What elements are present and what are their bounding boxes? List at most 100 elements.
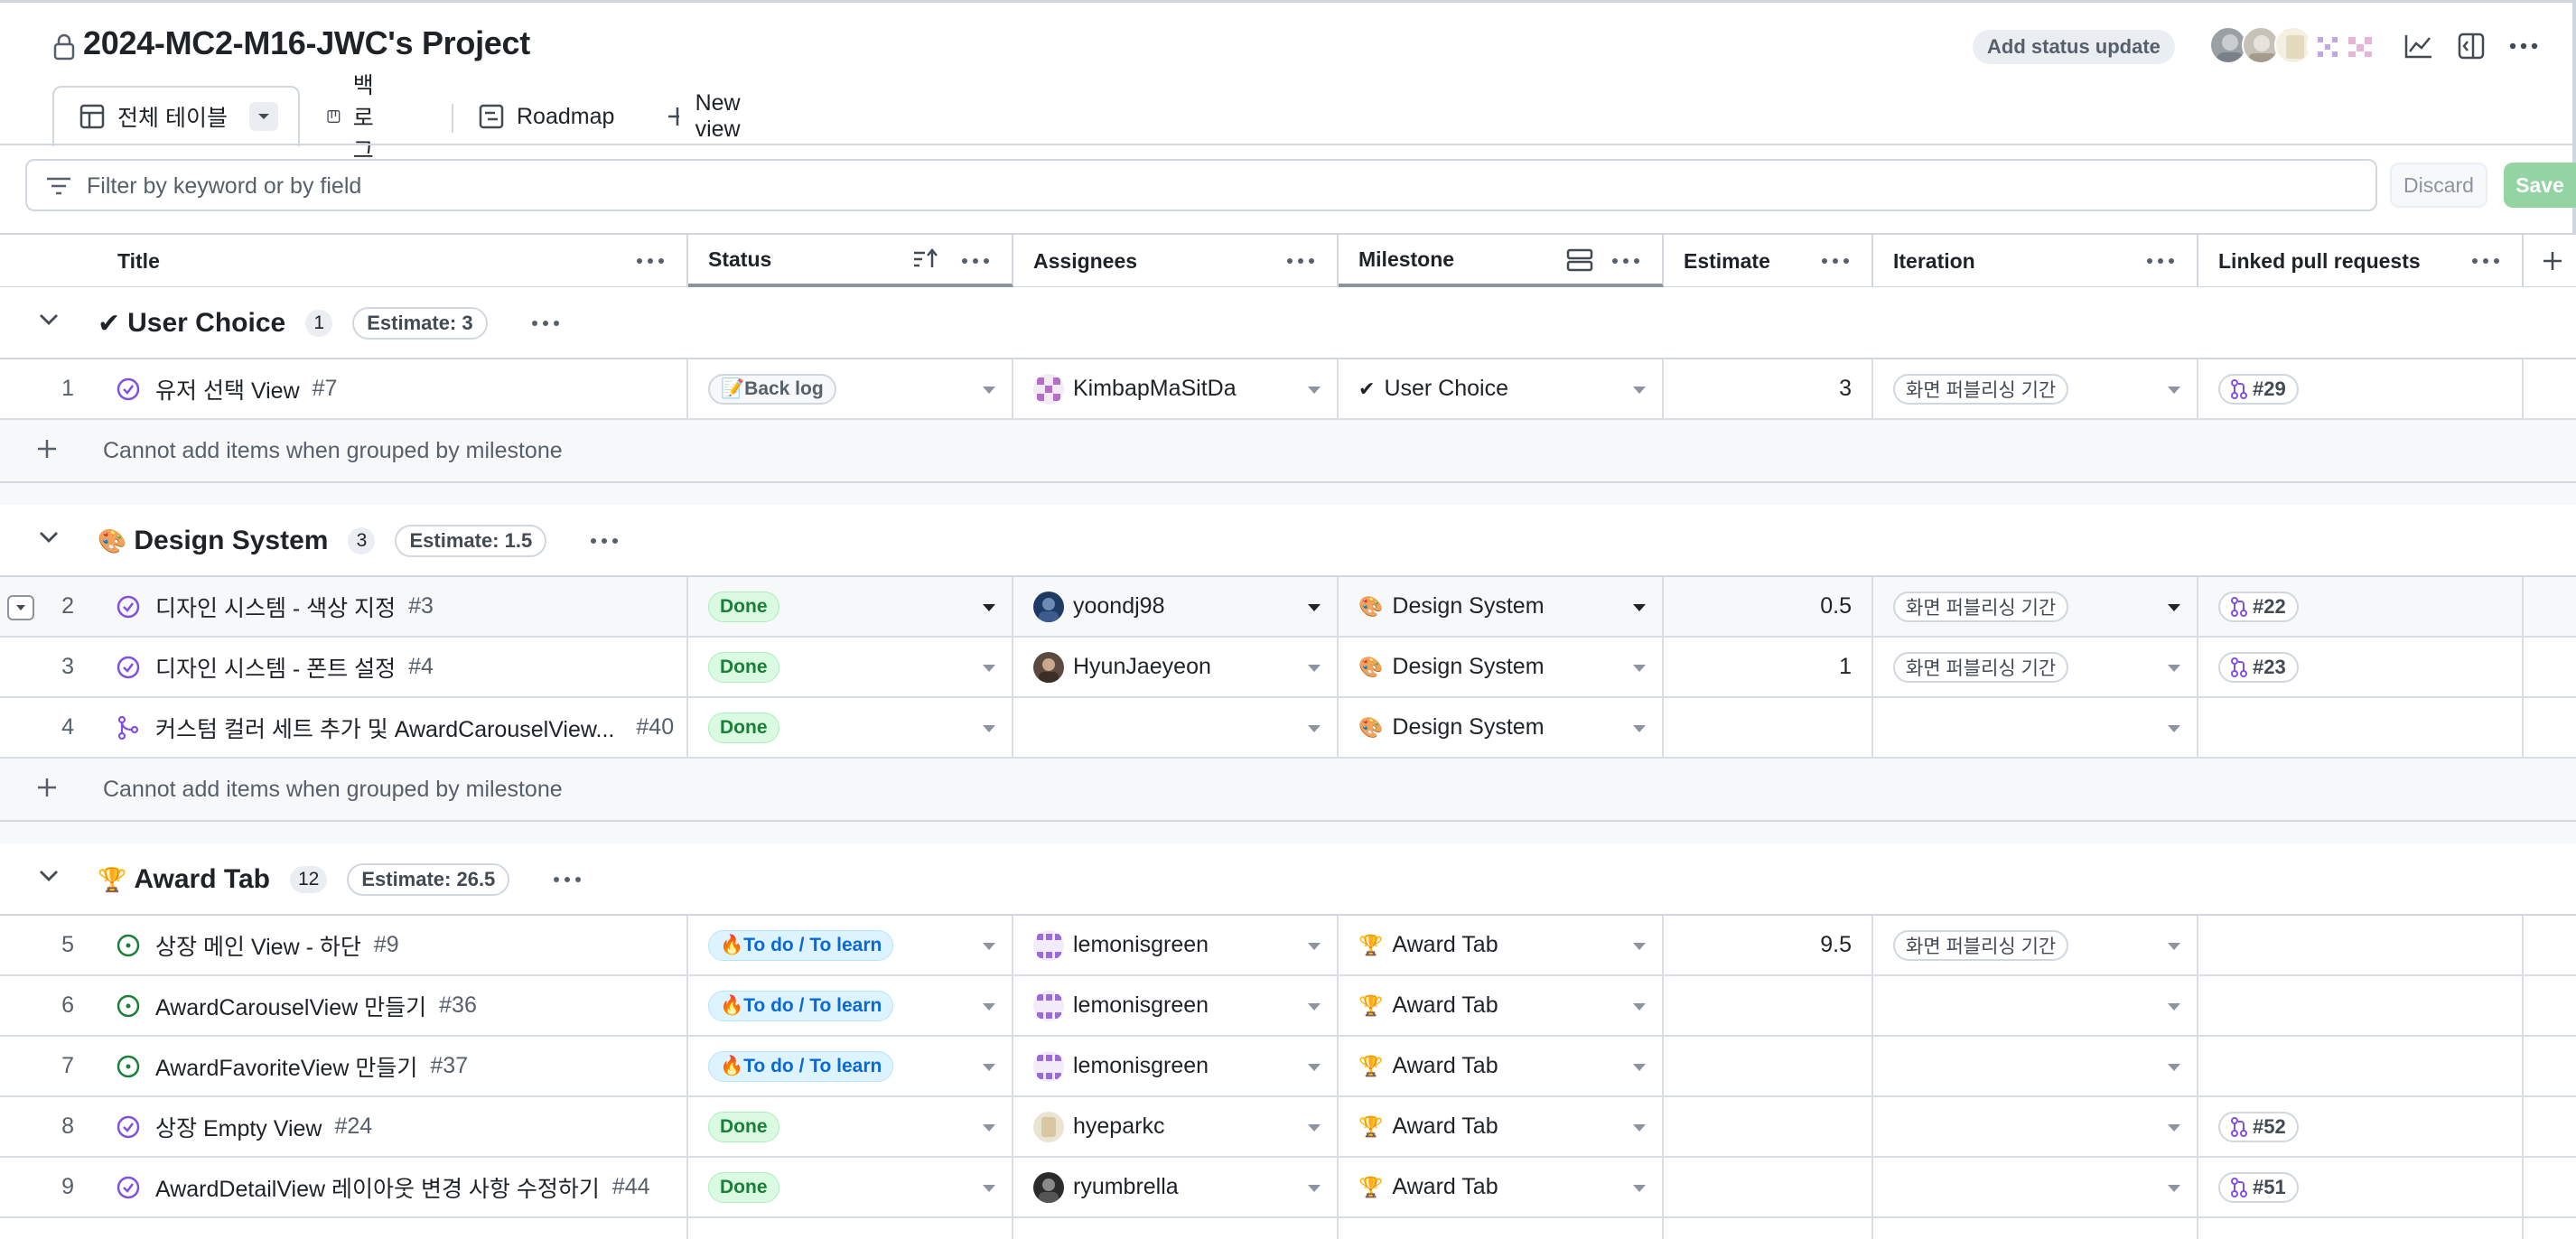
cell-iteration[interactable] — [1873, 1218, 2198, 1239]
caret-down-icon[interactable] — [2168, 1064, 2180, 1071]
caret-down-icon[interactable] — [1633, 1185, 1646, 1192]
group-menu-button[interactable] — [531, 320, 560, 327]
issue-title-link[interactable]: 상장 Empty View #24 — [155, 1097, 372, 1156]
caret-down-icon[interactable] — [983, 1064, 995, 1071]
table-row[interactable]: 8 상장 Empty View #24 Done hyeparkc 🏆 Award … — [0, 1097, 2576, 1158]
avatar[interactable] — [2242, 26, 2280, 64]
caret-down-icon[interactable] — [1633, 387, 1646, 394]
cell-iteration[interactable]: 화면 퍼블리싱 기간 — [1873, 577, 2198, 636]
table-row[interactable]: 7 AwardFavoriteView 만들기 #37 🔥To do / To l… — [0, 1037, 2576, 1097]
cell-iteration[interactable] — [1873, 1037, 2198, 1095]
cell-milestone[interactable]: ✔ User Choice — [1339, 359, 1664, 418]
issue-title-link[interactable]: 유저 선택 View #7 — [155, 359, 337, 418]
chevron-down-icon[interactable] — [38, 869, 60, 883]
tab-full-table[interactable]: 전체 테이블 — [52, 86, 300, 147]
caret-down-icon[interactable] — [983, 387, 995, 394]
cell-estimate[interactable] — [1664, 976, 1873, 1035]
caret-down-icon[interactable] — [1633, 1003, 1646, 1011]
column-header-linked-pull-requests[interactable]: Linked pull requests — [2198, 235, 2524, 287]
sort-ascending-icon[interactable] — [912, 247, 939, 271]
cell-milestone[interactable]: 🏆 Award Tab — [1339, 976, 1664, 1035]
issue-title[interactable]: 커스텀 컬러 세트 추가 및 AwardCarouselView... — [155, 716, 615, 742]
pull-request-badge[interactable]: #22 — [2218, 591, 2299, 622]
group-menu-button[interactable] — [553, 876, 582, 883]
issue-title-link[interactable]: 상장 메인 View - 하단 #9 — [155, 916, 399, 974]
cell-assignees[interactable]: lemonisgreen — [1013, 976, 1339, 1035]
cell-iteration[interactable] — [1873, 698, 2198, 757]
cell-assignees[interactable] — [1013, 698, 1339, 757]
cell-estimate[interactable] — [1664, 1158, 1873, 1216]
issue-title-link[interactable]: 디자인 시스템 - 폰트 설정 #4 — [155, 638, 434, 696]
issue-number[interactable]: #40 — [636, 714, 675, 740]
issue-title-link[interactable]: AwardDetailView 레이아웃 변경 사항 수정하기 #44 — [155, 1158, 650, 1216]
caret-down-icon[interactable] — [1308, 387, 1321, 394]
issue-title[interactable]: 디자인 시스템 - 폰트 설정 — [155, 656, 397, 682]
cell-milestone[interactable]: 🎨 Design System — [1339, 577, 1664, 636]
issue-title-link[interactable]: AwardCarouselView 만들기 #36 — [155, 976, 477, 1035]
save-button[interactable]: Save — [2504, 163, 2576, 208]
cell-assignees[interactable]: ryumbrella — [1013, 1158, 1339, 1216]
caret-down-icon[interactable] — [1633, 725, 1646, 732]
cell-linked-pr[interactable] — [2198, 916, 2524, 974]
cell-milestone[interactable]: 🏆 Award Tab — [1339, 916, 1664, 974]
pull-request-badge[interactable]: #52 — [2218, 1111, 2299, 1142]
kebab-horizontal-icon[interactable] — [1286, 246, 1315, 276]
cell-estimate[interactable] — [1664, 698, 1873, 757]
kebab-horizontal-icon[interactable] — [1821, 246, 1850, 276]
cell-linked-pr[interactable] — [2198, 1218, 2524, 1239]
issue-title[interactable]: AwardDetailView 레이아웃 변경 사항 수정하기 — [155, 1176, 600, 1202]
table-row[interactable]: 2 디자인 시스템 - 색상 지정 #3 Done yoondj98 🎨 Desig… — [0, 577, 2576, 638]
issue-title-link[interactable]: 디자인 시스템 - 색상 지정 #3 — [155, 577, 434, 636]
cell-linked-pr[interactable]: #52 — [2198, 1097, 2524, 1156]
cell-linked-pr[interactable] — [2198, 698, 2524, 757]
avatar[interactable] — [2274, 26, 2312, 64]
cell-status[interactable]: Done — [688, 1097, 1013, 1156]
cell-estimate[interactable] — [1664, 1037, 1873, 1095]
cell-estimate[interactable]: 1 — [1664, 638, 1873, 696]
cell-iteration[interactable] — [1873, 1158, 2198, 1216]
cell-iteration[interactable] — [1873, 976, 2198, 1035]
caret-down-icon[interactable] — [983, 943, 995, 950]
issue-number[interactable]: #3 — [408, 593, 434, 619]
cell-iteration[interactable]: 화면 퍼블리싱 기간 — [1873, 916, 2198, 974]
issue-number[interactable]: #7 — [312, 376, 338, 401]
cell-status[interactable]: 🔥To do / To learn — [688, 1037, 1013, 1095]
cell-assignees[interactable]: lemonisgreen — [1013, 1037, 1339, 1095]
pull-request-badge[interactable]: #51 — [2218, 1171, 2299, 1203]
cell-status[interactable]: Done — [688, 1158, 1013, 1216]
caret-down-icon[interactable] — [2168, 943, 2180, 950]
table-row[interactable] — [0, 1218, 2576, 1239]
column-header-assignees[interactable]: Assignees — [1013, 235, 1339, 287]
caret-down-icon[interactable] — [2168, 604, 2180, 611]
chevron-down-icon[interactable] — [38, 530, 60, 545]
column-header-title[interactable]: Title — [0, 235, 688, 287]
issue-title[interactable]: 상장 메인 View - 하단 — [155, 934, 361, 960]
cell-status[interactable]: Done — [688, 638, 1013, 696]
group-menu-button[interactable] — [590, 537, 619, 545]
collaborator-avatars[interactable] — [2209, 26, 2381, 64]
cell-status[interactable]: 🔥To do / To learn — [688, 916, 1013, 974]
cell-iteration[interactable]: 화면 퍼블리싱 기간 — [1873, 638, 2198, 696]
cell-estimate[interactable]: 0.5 — [1664, 577, 1873, 636]
add-field-button[interactable] — [2524, 235, 2576, 287]
caret-down-icon[interactable] — [983, 1003, 995, 1011]
cell-milestone[interactable]: 🏆 Award Tab — [1339, 1158, 1664, 1216]
cell-linked-pr[interactable]: #23 — [2198, 638, 2524, 696]
caret-down-icon[interactable] — [983, 1124, 995, 1132]
table-row[interactable]: 4 커스텀 컬러 세트 추가 및 AwardCarouselView... #40… — [0, 698, 2576, 759]
group-header-award-tab[interactable]: 🏆 Award Tab 12 Estimate: 26.5 — [0, 843, 2576, 916]
kebab-horizontal-icon[interactable] — [636, 246, 665, 276]
cell-status[interactable]: Done — [688, 698, 1013, 757]
column-header-iteration[interactable]: Iteration — [1873, 235, 2198, 287]
caret-down-icon[interactable] — [2168, 725, 2180, 732]
cell-status[interactable] — [688, 1218, 1013, 1239]
cell-linked-pr[interactable] — [2198, 1037, 2524, 1095]
caret-down-icon[interactable] — [2168, 1003, 2180, 1011]
kebab-horizontal-icon[interactable] — [2146, 246, 2175, 276]
cell-assignees[interactable]: yoondj98 — [1013, 577, 1339, 636]
row-menu-button[interactable] — [7, 595, 34, 620]
issue-title[interactable]: 상장 Empty View — [155, 1115, 322, 1141]
group-header-user-choice[interactable]: ✔ User Choice 1 Estimate: 3 — [0, 287, 2576, 359]
avatar[interactable] — [2209, 26, 2247, 64]
caret-down-icon[interactable] — [1308, 665, 1321, 672]
